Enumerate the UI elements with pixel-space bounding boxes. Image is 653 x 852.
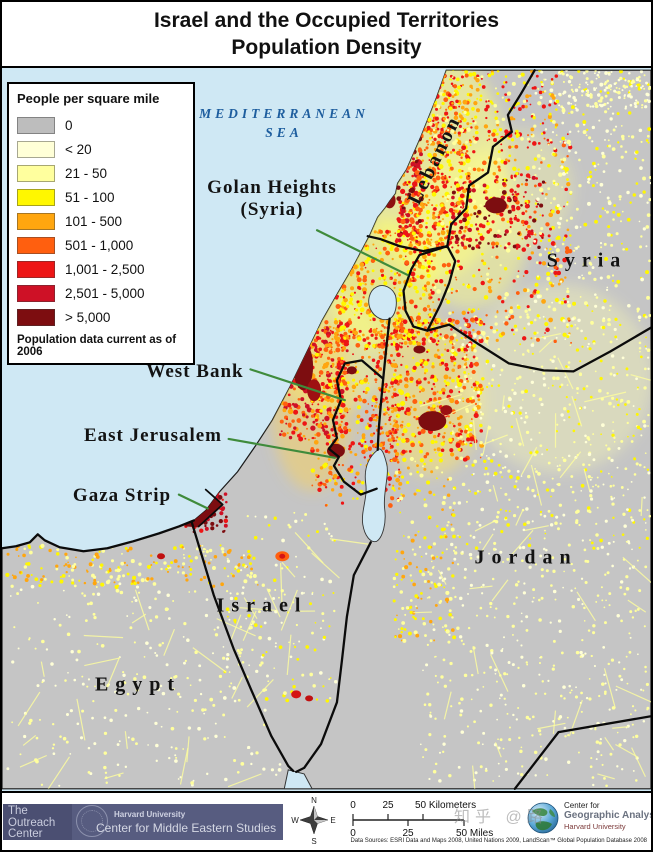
legend-label: < 20 — [65, 141, 92, 157]
cga-line1: Center for — [564, 801, 600, 810]
legend-title: People per square mile — [17, 91, 160, 106]
border-egypt-israel — [190, 521, 295, 773]
label-east-jerusalem: East Jerusalem — [83, 425, 223, 446]
map-canvas: People per square mile 0 < 20 21 - 50 51 - … — [2, 68, 651, 793]
legend-label: > 5,000 — [65, 309, 111, 325]
legend-rows: 0 < 20 21 - 50 51 - 100 101 - 500 501 - 1,000… — [17, 113, 185, 329]
label-syria: Syria — [546, 249, 628, 272]
legend-item: > 5,000 — [17, 305, 185, 329]
label-jordan: Jordan — [474, 546, 578, 569]
leader-east-jerusalem — [227, 437, 337, 459]
footer: The Outreach Center Harvard University C… — [2, 793, 651, 850]
legend-note: Population data current as of 2006 — [17, 334, 177, 358]
legend-item: 21 - 50 — [17, 161, 185, 185]
leader-west-bank — [249, 368, 346, 402]
harvard-university-label: Harvard University — [114, 810, 186, 819]
legend-swatch — [17, 236, 55, 254]
legend-item: 101 - 500 — [17, 209, 185, 233]
legend-swatch — [17, 188, 55, 206]
legend-label: 21 - 50 — [65, 165, 108, 181]
border-jordan-saudi — [513, 715, 651, 790]
political-borders — [2, 69, 651, 790]
dead-sea — [361, 448, 388, 543]
legend-swatch — [17, 164, 55, 182]
lakes — [283, 285, 397, 790]
legend-item: 501 - 1,000 — [17, 233, 185, 257]
legend-swatch — [17, 308, 55, 326]
leader-golan — [315, 229, 409, 277]
map-title-box: Israel and the Occupied Territories Popu… — [2, 2, 651, 68]
border-lebanon-east — [446, 69, 536, 248]
legend-item: 0 — [17, 113, 185, 137]
map-title-line2: Population Density — [231, 36, 422, 59]
outreach-center-banner: The Outreach Center Harvard University C… — [3, 804, 283, 840]
border-syria-jordan — [426, 323, 651, 373]
border-golan — [402, 244, 457, 332]
cga-line2: Geographic Analysis — [564, 810, 651, 821]
legend-label: 0 — [65, 117, 73, 133]
legend-swatch — [17, 284, 55, 302]
legend-label: 1,001 - 2,500 — [65, 261, 145, 277]
legend-item: 2,501 - 5,000 — [17, 281, 185, 305]
legend-swatch — [17, 260, 55, 278]
map-title-line1: Israel and the Occupied Territories — [153, 9, 500, 32]
legend-item: 1,001 - 2,500 — [17, 257, 185, 281]
legend-swatch — [17, 212, 55, 230]
legend-label: 101 - 500 — [65, 213, 123, 229]
border-west-bank — [327, 359, 384, 496]
leader-gaza — [177, 493, 209, 510]
cga-line3: Harvard University — [564, 822, 626, 831]
compass-rose-icon: N S W E — [291, 796, 335, 846]
border-egypt-coast — [2, 519, 195, 553]
legend-item: 51 - 100 — [17, 185, 185, 209]
gulf-of-aqaba — [283, 769, 313, 790]
label-gaza-strip: Gaza Strip — [72, 485, 172, 506]
population-density-map — [2, 69, 651, 790]
legend-label: 2,501 - 5,000 — [65, 285, 145, 301]
legend-swatch — [17, 116, 55, 134]
label-golan-heights: Golan Heights (Syria) — [207, 177, 337, 220]
label-israel: Israel — [216, 594, 308, 617]
label-leader-lines — [177, 229, 409, 510]
legend-swatch — [17, 140, 55, 158]
cga-logo-block: Center for Geographic Analysis Harvard U… — [526, 801, 651, 839]
border-lebanon-israel — [366, 235, 449, 253]
border-jordan-river — [376, 317, 391, 452]
legend-label: 51 - 100 — [65, 189, 115, 205]
outreach-center-logo: The Outreach Center — [3, 804, 72, 840]
harvard-seal-icon — [76, 805, 108, 837]
legend-item: < 20 — [17, 137, 185, 161]
label-egypt: Egypt — [94, 673, 182, 696]
label-mediterranean-sea: MEDITERRANEAN SEA — [199, 106, 369, 140]
scale-bar: 0 25 50 Kilometers 0 25 50 Miles — [350, 800, 494, 839]
globe-icon — [527, 802, 559, 834]
data-sources-note: Data Sources: ESRI Data and Maps 2008, U… — [350, 838, 647, 844]
zhihu-watermark: 知乎 @路 — [454, 809, 548, 826]
cmes-banner: Harvard University Center for Middle Eas… — [72, 804, 283, 840]
border-arava — [295, 541, 372, 774]
cmes-label: Center for Middle Eastern Studies — [96, 821, 277, 835]
legend-box: People per square mile 0 < 20 21 - 50 51 - … — [7, 82, 195, 365]
border-gaza — [197, 488, 224, 528]
label-west-bank: West Bank — [146, 361, 244, 382]
legend-label: 501 - 1,000 — [65, 237, 134, 253]
